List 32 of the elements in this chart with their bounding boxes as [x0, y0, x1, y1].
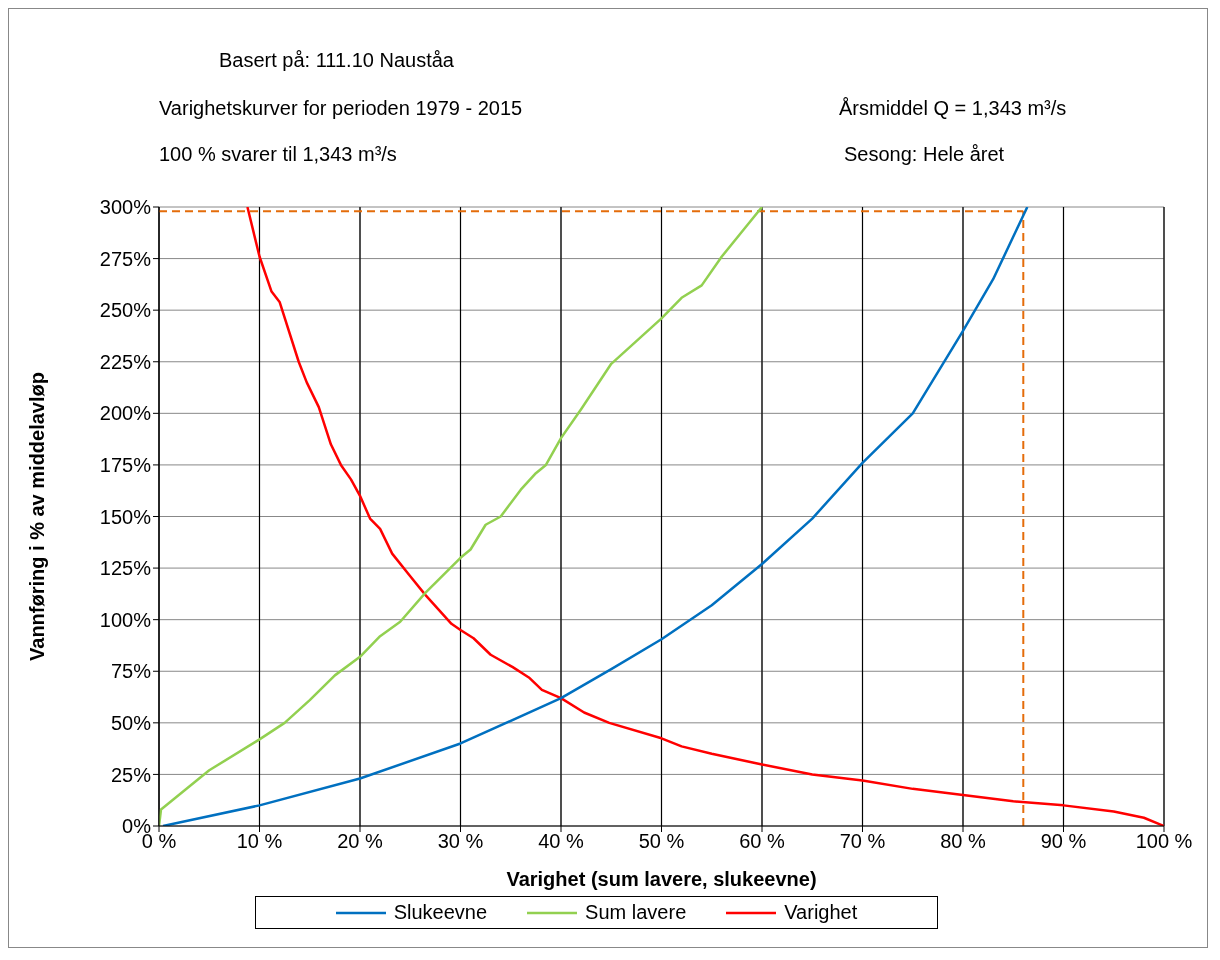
x-tick-label: 40 % [538, 830, 585, 853]
y-tick-label: 300% [99, 196, 152, 219]
y-tick-label: 75% [110, 660, 152, 683]
text: Årsmiddel Q = 1,343 m³/s [839, 97, 1067, 120]
text: 100 % svarer til 1,343 m³/s [159, 143, 397, 166]
y-tick-label: 200% [99, 402, 152, 425]
y-tick-label: 250% [99, 299, 152, 322]
x-tick-label: 10 % [236, 830, 283, 853]
x-tick-label: 50 % [638, 830, 685, 853]
legend-label: Varighet [783, 901, 858, 924]
x-tick-label: 70 % [839, 830, 886, 853]
legend-label: Sum lavere [584, 901, 687, 924]
x-tick-label: 60 % [739, 830, 786, 853]
y-tick-label: 175% [99, 454, 152, 477]
x-tick-label: 80 % [940, 830, 987, 853]
x-tick-label: 30 % [437, 830, 484, 853]
y-tick-label: 150% [99, 505, 152, 528]
x-axis-title: Varighet (sum lavere, slukeevne) [506, 868, 817, 890]
chart-subtitle: Varighetskurver for perioden 1979 - 2015 [159, 97, 523, 120]
y-axis-title: Vannføring i % av middelavløp [26, 372, 49, 661]
y-tick-label: 125% [99, 557, 152, 580]
x-tick-label: 100 % [1135, 830, 1193, 853]
y-tick-label: 225% [99, 350, 152, 373]
x-tick-label: 90 % [1040, 830, 1087, 853]
y-tick-label: 50% [110, 711, 152, 734]
legend-label: Slukeevne [392, 901, 488, 924]
text: Sesong: Hele året [844, 143, 1005, 166]
y-tick-label: 275% [99, 247, 152, 270]
y-tick-label: 25% [110, 763, 152, 786]
x-tick-label: 20 % [337, 830, 384, 853]
chart-title: Basert på: 111.10 Nauståa [219, 49, 454, 72]
y-tick-label: 100% [99, 608, 152, 631]
